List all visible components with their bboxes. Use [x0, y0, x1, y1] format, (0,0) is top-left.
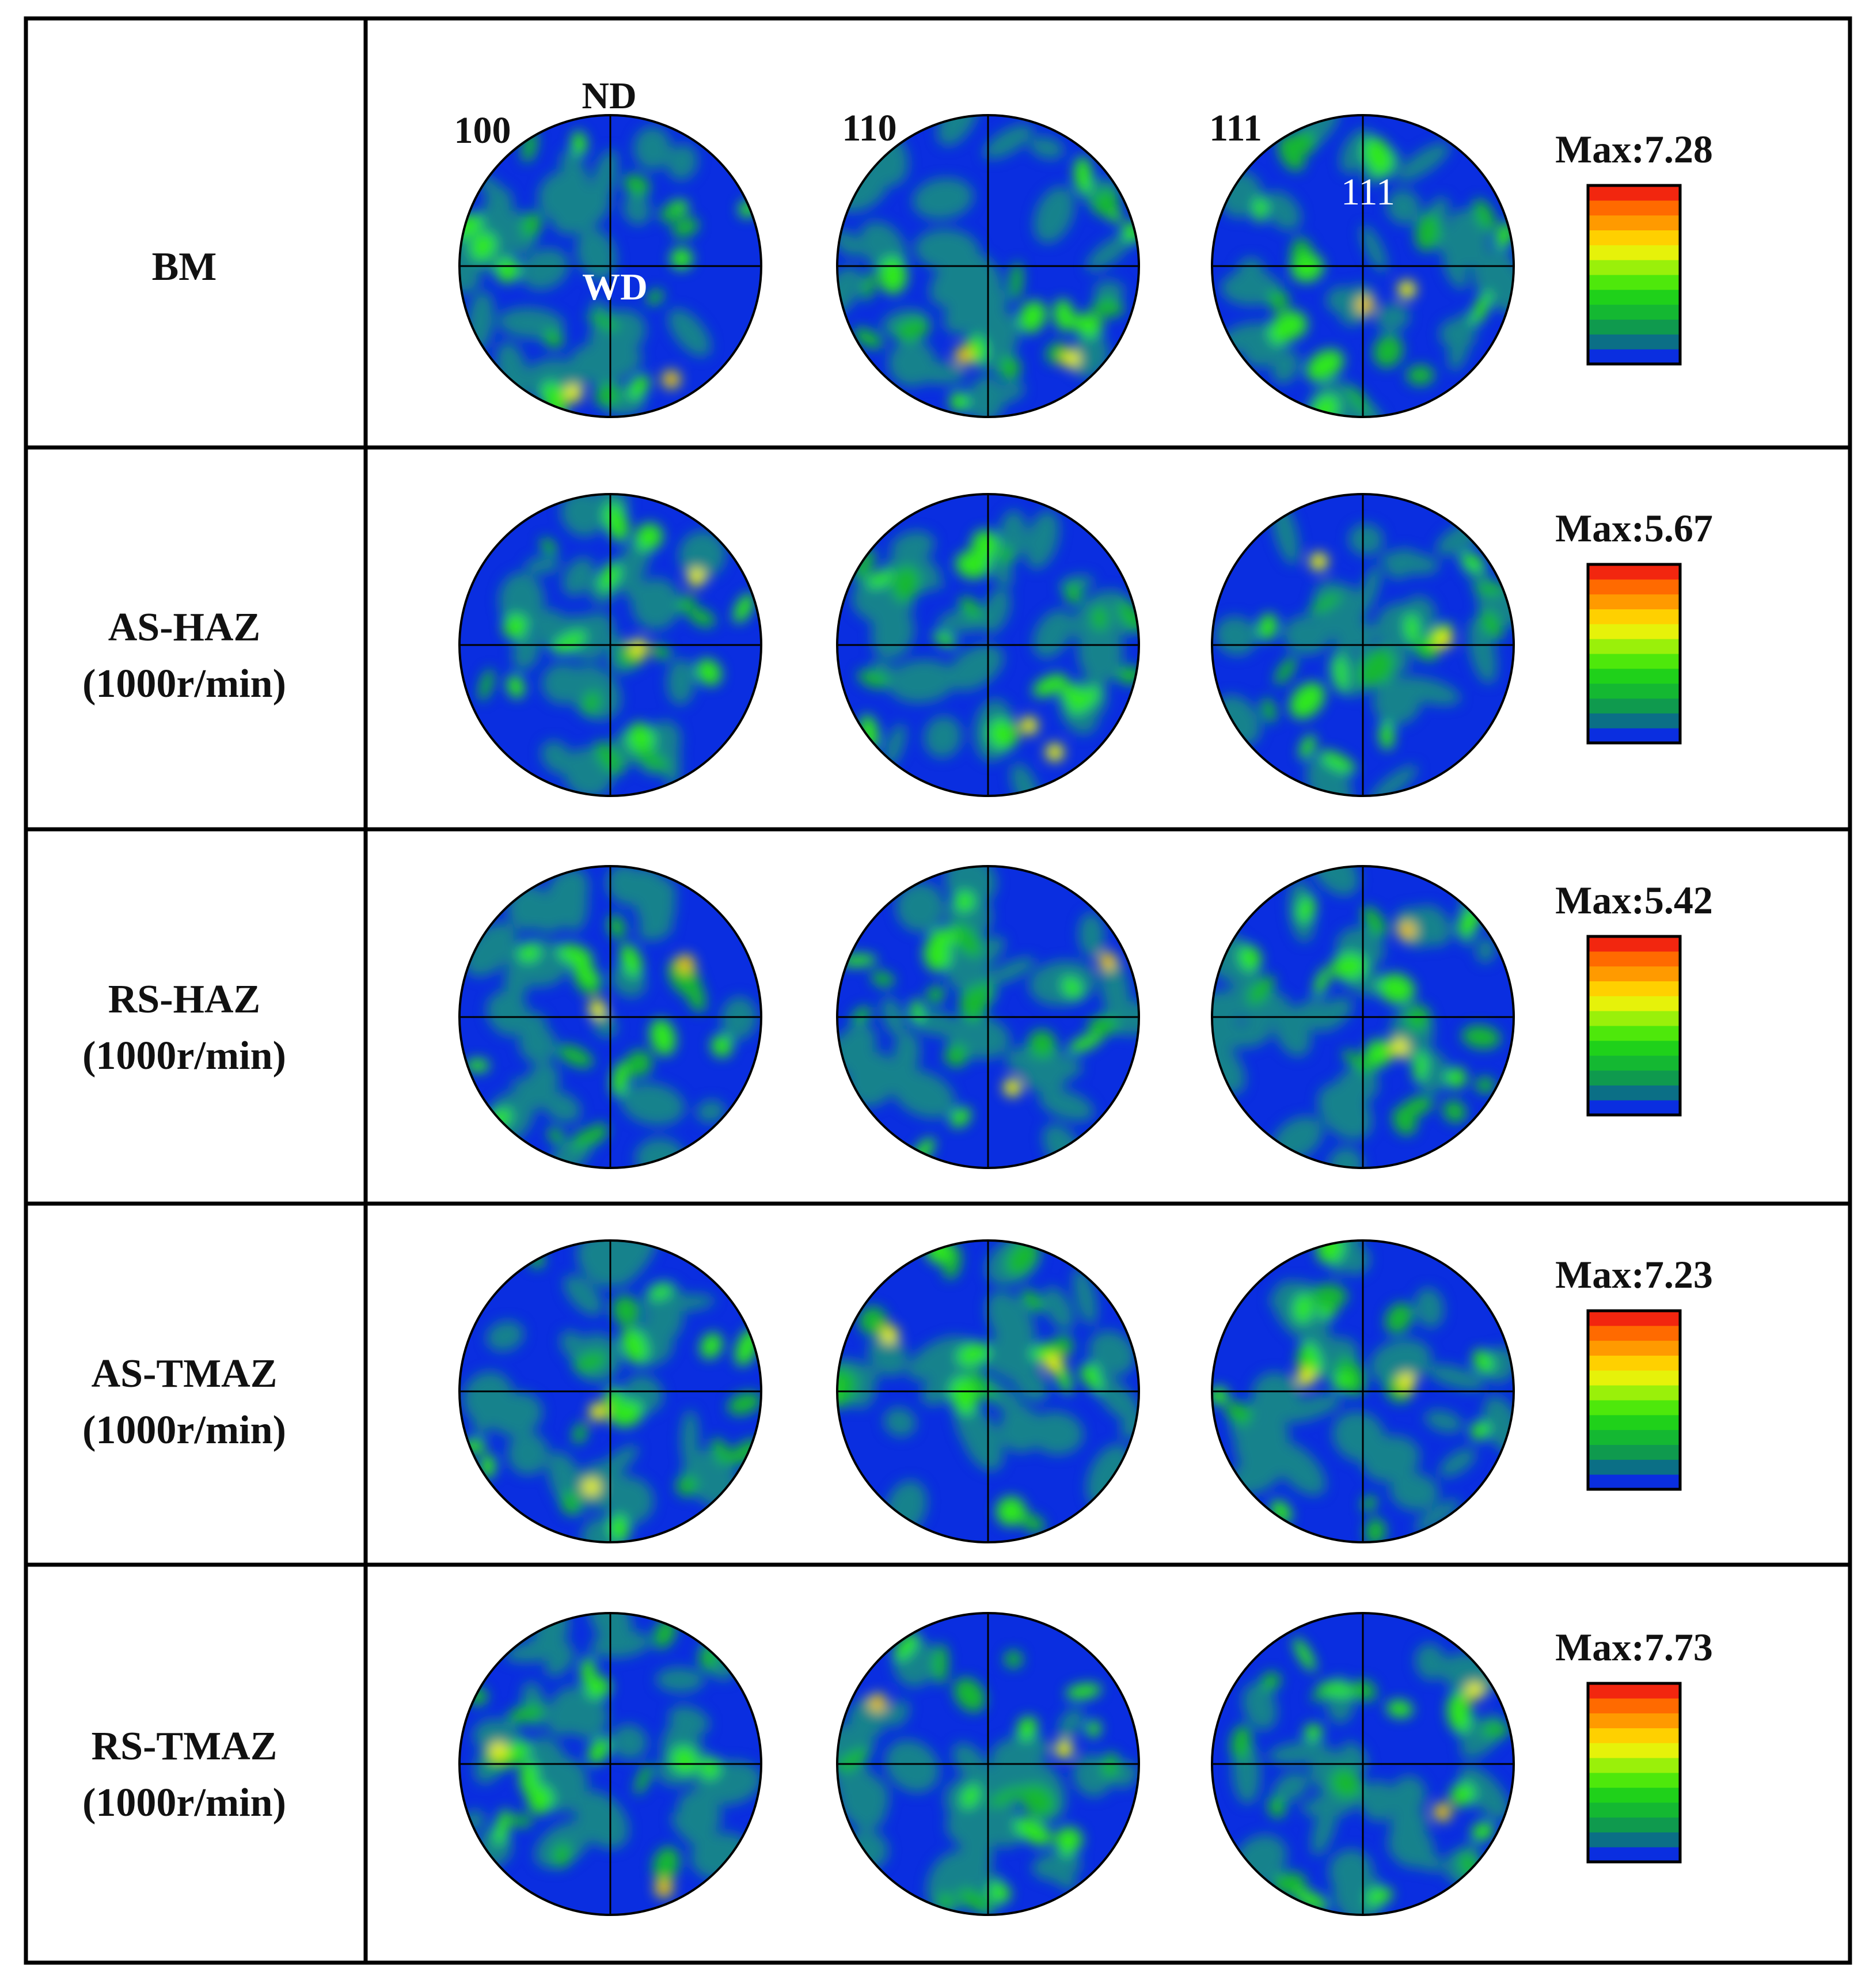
pole-figure-111-row-3	[1211, 1239, 1515, 1543]
color-bar-4	[1586, 1682, 1682, 1864]
nd-axis-label: ND	[582, 75, 636, 117]
wd-axis-label: WD	[582, 266, 648, 308]
row-label-3: AS-TMAZ	[92, 1352, 278, 1396]
row-label-4: RS-TMAZ	[92, 1724, 278, 1769]
max-label-2: Max:5.42	[1555, 878, 1713, 922]
pole-figure-100-row-4	[458, 1612, 762, 1916]
pole-figure-110-row-0	[836, 114, 1140, 418]
pole-figure-110-row-2	[836, 865, 1140, 1169]
pole-figure-110-row-4	[836, 1612, 1140, 1916]
color-bar-3	[1586, 1309, 1682, 1491]
pole-figure-100-row-0	[458, 114, 762, 418]
inner-111-label: 111	[1341, 171, 1395, 213]
pole-figure-100-row-3	[458, 1239, 762, 1543]
color-bar-1	[1586, 563, 1682, 745]
pole-figure-100-row-1	[458, 493, 762, 797]
pole-figure-110-row-3	[836, 1239, 1140, 1543]
pole-figure-110-row-1	[836, 493, 1140, 797]
table-grid	[24, 16, 1852, 1965]
row-sublabel-1: (1000r/min)	[82, 662, 286, 706]
row-sublabel-4: (1000r/min)	[82, 1781, 286, 1825]
row-label-1: AS-HAZ	[108, 605, 260, 650]
pole-figure-111-row-2	[1211, 865, 1515, 1169]
pole-label-111: 111	[1209, 107, 1262, 149]
max-label-4: Max:7.73	[1555, 1625, 1713, 1669]
row-label-2: RS-HAZ	[108, 977, 260, 1022]
pole-figure-100-row-2	[458, 865, 762, 1169]
max-label-1: Max:5.67	[1555, 506, 1713, 550]
color-bar-2	[1586, 935, 1682, 1117]
pole-figure-111-row-4	[1211, 1612, 1515, 1916]
pole-label-110: 110	[842, 107, 896, 149]
pole-figure-111-row-1	[1211, 493, 1515, 797]
pole-label-100: 100	[454, 109, 511, 151]
pole-figure-111-row-0	[1211, 114, 1515, 418]
max-label-3: Max:7.23	[1555, 1253, 1713, 1296]
row-sublabel-2: (1000r/min)	[82, 1034, 286, 1078]
max-label-0: Max:7.28	[1555, 127, 1713, 171]
row-label-0: BM	[152, 245, 217, 289]
row-sublabel-3: (1000r/min)	[82, 1408, 286, 1452]
color-bar-0	[1586, 184, 1682, 366]
